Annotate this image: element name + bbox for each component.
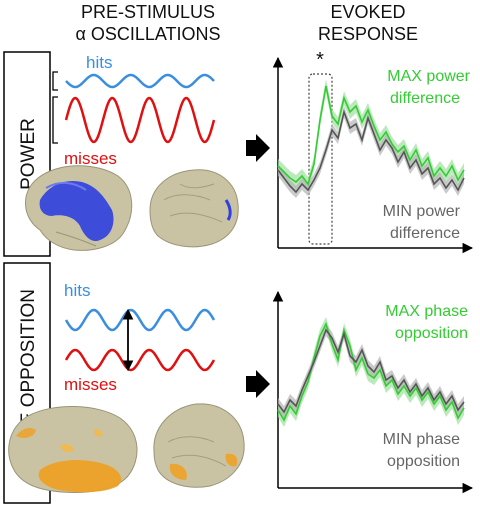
power-side-label: POWER: [18, 118, 39, 190]
header-left-line1: PRE-STIMULUS: [81, 2, 215, 22]
power-max-trace: [277, 85, 465, 186]
power-panel: POWER hits misses * MAX: [3, 49, 474, 257]
power-misses-wave: [64, 96, 216, 144]
header-right-line2: RESPONSE: [318, 24, 418, 44]
header-left-line2: α OSCILLATIONS: [75, 24, 220, 44]
phase-min-label-line2: opposition: [387, 453, 460, 470]
phase-brain-left: [8, 406, 138, 493]
power-hits-label: hits: [86, 53, 112, 72]
phase-max-label-line2: opposition: [395, 325, 468, 342]
phase-min-trace: [277, 328, 465, 414]
power-hits-wave: [65, 73, 215, 89]
phase-max-trace: [277, 321, 465, 422]
power-brain-right: [149, 169, 239, 248]
phase-misses-label: misses: [64, 375, 117, 394]
phase-hits-wave: [64, 308, 216, 332]
power-max-label-line2: difference: [390, 90, 460, 107]
power-min-trace: [277, 109, 465, 194]
phase-right-arrow-icon: [246, 370, 270, 398]
phase-panel: PHASE OPPOSITION hits misses MAX phase o…: [3, 262, 474, 504]
phase-max-label-line1: MAX phase: [385, 303, 468, 320]
phase-misses-wave: [64, 348, 216, 372]
phase-min-label-line1: MIN phase: [383, 431, 460, 448]
phase-brain-right: [153, 403, 245, 488]
power-misses-label: misses: [64, 149, 117, 168]
power-bracket: [52, 71, 58, 144]
header-right-line1: EVOKED: [330, 2, 405, 22]
power-min-label-line2: difference: [390, 225, 460, 242]
phase-min-band: [278, 324, 464, 418]
power-right-arrow-icon: [246, 134, 270, 162]
power-significance-marker: *: [316, 49, 324, 71]
power-min-label-line1: MIN power: [383, 203, 461, 220]
power-brain-left: [25, 165, 133, 251]
power-max-band: [278, 79, 464, 191]
power-max-label-line1: MAX power: [387, 68, 470, 85]
phase-hits-label: hits: [64, 281, 90, 300]
power-significance-box: [308, 73, 333, 245]
